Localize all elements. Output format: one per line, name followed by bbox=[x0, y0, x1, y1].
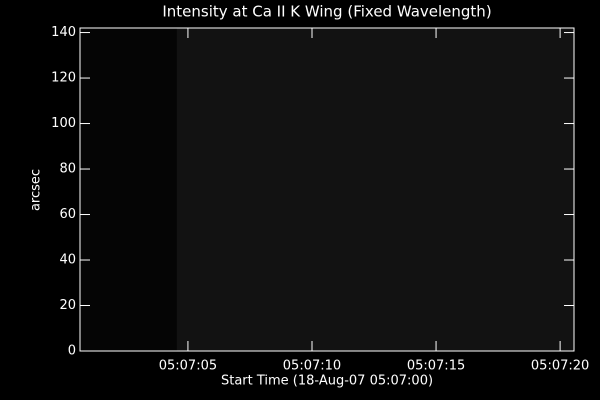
image-segment bbox=[80, 28, 177, 351]
y-tick-label: 20 bbox=[59, 298, 76, 313]
y-tick-label: 100 bbox=[51, 116, 76, 131]
x-axis-label: Start Time (18-Aug-07 05:07:00) bbox=[221, 374, 433, 389]
image-segment bbox=[176, 28, 574, 351]
image bbox=[80, 28, 574, 351]
y-tick-label: 0 bbox=[68, 344, 76, 359]
x-tick-label: 05:07:05 bbox=[159, 359, 217, 374]
y-tick-label: 120 bbox=[51, 71, 76, 86]
x-tick-label: 05:07:15 bbox=[407, 359, 465, 374]
y-tick-label: 60 bbox=[59, 207, 76, 222]
x-tick-label: 05:07:10 bbox=[283, 359, 341, 374]
chart-title: Intensity at Ca II K Wing (Fixed Wavelen… bbox=[162, 3, 491, 21]
y-tick-label: 40 bbox=[59, 253, 76, 268]
y-axis-label: arcsec bbox=[29, 169, 44, 211]
y-tick-label: 80 bbox=[59, 162, 76, 177]
x-tick-label: 05:07:20 bbox=[531, 359, 589, 374]
y-tick-label: 140 bbox=[51, 25, 76, 40]
plot-frame bbox=[79, 27, 575, 352]
